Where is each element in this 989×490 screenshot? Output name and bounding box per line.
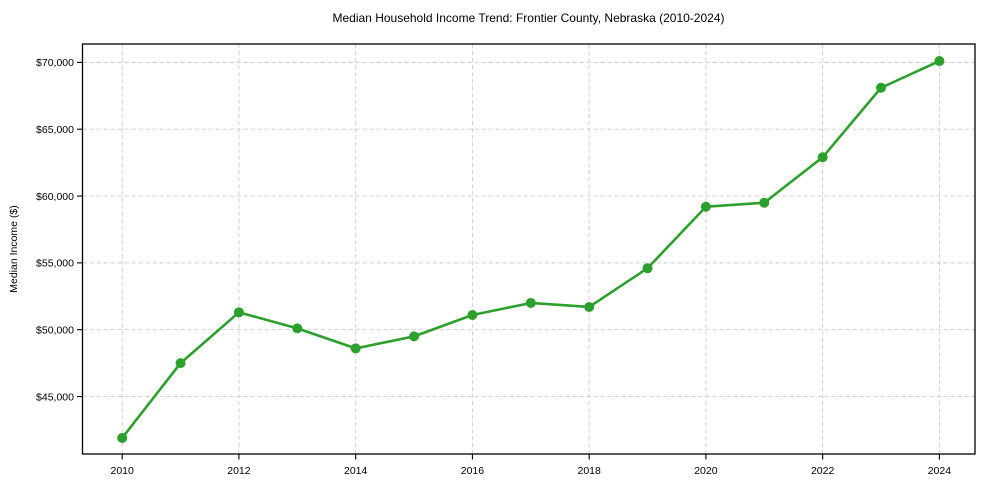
data-point: [175, 358, 186, 369]
x-tick-label: 2016: [461, 465, 485, 477]
axis-tick-labels: $45,000 $50,000 $55,000 $60,000 $65,000 $70,0…: [36, 57, 951, 477]
y-tick-label: $60,000: [36, 191, 74, 203]
data-point: [350, 343, 361, 354]
data-point: [117, 432, 128, 443]
gridlines: [82, 44, 975, 454]
y-tick-label: $65,000: [36, 124, 74, 136]
x-tick-label: 2020: [694, 465, 718, 477]
plot-border: [81, 43, 976, 455]
y-tick-label: $50,000: [36, 324, 74, 336]
y-tick-label: $45,000: [36, 391, 74, 403]
x-tick-label: 2014: [344, 465, 368, 477]
x-tick-label: 2024: [928, 465, 952, 477]
data-point: [759, 197, 770, 208]
data-point: [876, 82, 887, 93]
data-point: [934, 56, 945, 67]
data-point: [467, 309, 478, 320]
data-point: [700, 201, 711, 212]
data-point: [584, 301, 595, 312]
data-series: [117, 56, 945, 443]
axis-tick-marks: [77, 61, 940, 460]
x-tick-label: 2022: [811, 465, 835, 477]
data-point: [817, 152, 828, 163]
data-point: [233, 307, 244, 318]
data-point: [409, 331, 420, 342]
data-point: [292, 323, 303, 334]
chart-title: Median Household Income Trend: Frontier …: [333, 11, 725, 25]
x-tick-label: 2018: [577, 465, 601, 477]
data-point: [525, 297, 536, 308]
y-axis-label: Median Income ($): [8, 205, 20, 293]
x-tick-label: 2012: [227, 465, 251, 477]
y-tick-label: $70,000: [36, 57, 74, 69]
x-tick-label: 2010: [111, 465, 135, 477]
data-point: [642, 263, 653, 274]
y-tick-label: $55,000: [36, 258, 74, 270]
series-line: [120, 59, 941, 440]
